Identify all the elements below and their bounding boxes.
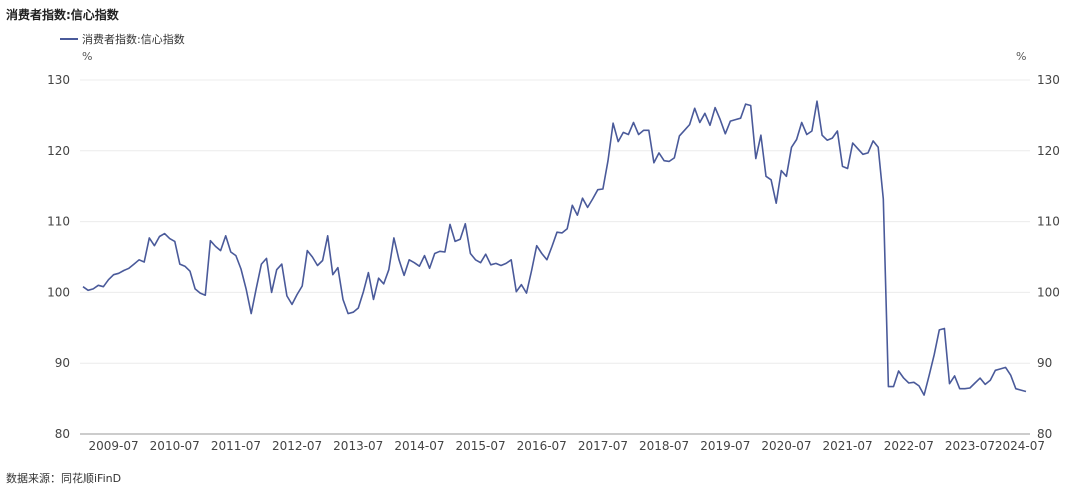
x-tick-2024-07: 2024-07 xyxy=(995,439,1045,453)
y-tick-left-130: 130 xyxy=(47,73,70,87)
x-tick-2009-07: 2009-07 xyxy=(89,439,139,453)
y-tick-left-90: 90 xyxy=(55,356,70,370)
y-tick-left-110: 110 xyxy=(47,215,70,229)
x-tick-2020-07: 2020-07 xyxy=(761,439,811,453)
data-source: 数据来源：同花顺iFinD xyxy=(6,472,122,485)
x-tick-2017-07: 2017-07 xyxy=(578,439,628,453)
x-tick-2011-07: 2011-07 xyxy=(211,439,261,453)
series-line-consumer-confidence xyxy=(82,100,1027,396)
y-tick-right-100: 100 xyxy=(1037,285,1060,299)
y-tick-right-80: 80 xyxy=(1037,427,1052,441)
y-tick-left-100: 100 xyxy=(47,285,70,299)
x-tick-2018-07: 2018-07 xyxy=(639,439,689,453)
chart-title: 消费者指数:信心指数 xyxy=(6,8,119,22)
x-tick-2010-07: 2010-07 xyxy=(150,439,200,453)
y-tick-right-90: 90 xyxy=(1037,356,1052,370)
legend-swatch xyxy=(60,38,78,40)
y-tick-left-80: 80 xyxy=(55,427,70,441)
x-tick-2013-07: 2013-07 xyxy=(333,439,383,453)
x-tick-2022-07: 2022-07 xyxy=(884,439,934,453)
y-tick-right-130: 130 xyxy=(1037,73,1060,87)
x-tick-2021-07: 2021-07 xyxy=(823,439,873,453)
x-tick-2015-07: 2015-07 xyxy=(456,439,506,453)
x-tick-2012-07: 2012-07 xyxy=(272,439,322,453)
y-axis-unit-right: % xyxy=(1016,50,1027,63)
y-tick-left-120: 120 xyxy=(47,144,70,158)
legend[interactable]: 消费者指数:信心指数 xyxy=(60,31,185,47)
y-axis-unit-left: % xyxy=(82,50,93,63)
x-tick-2016-07: 2016-07 xyxy=(517,439,567,453)
y-tick-right-110: 110 xyxy=(1037,215,1060,229)
y-tick-right-120: 120 xyxy=(1037,144,1060,158)
x-tick-2019-07: 2019-07 xyxy=(700,439,750,453)
legend-label: 消费者指数:信心指数 xyxy=(82,33,185,46)
x-tick-2023-07: 2023-07 xyxy=(945,439,995,453)
x-tick-2014-07: 2014-07 xyxy=(394,439,444,453)
